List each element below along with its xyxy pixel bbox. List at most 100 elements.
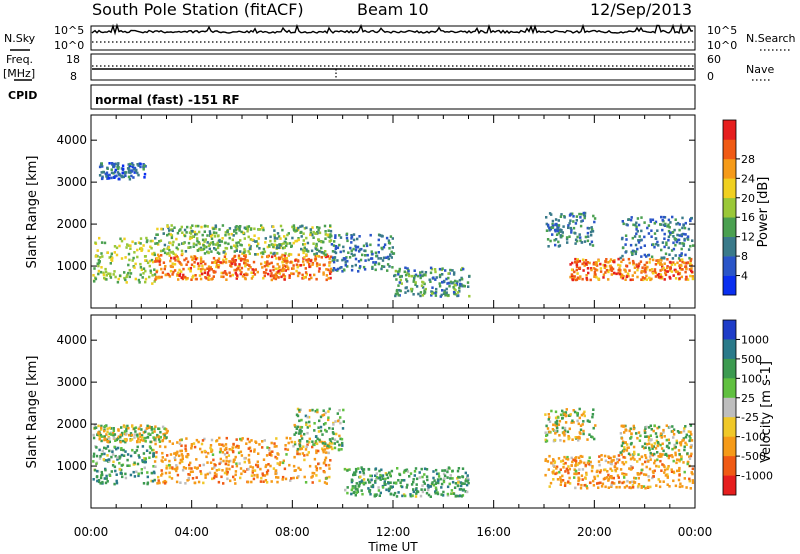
heatmap-cell [195,467,199,470]
heatmap-cell [400,282,403,285]
heatmap-cell [343,268,346,272]
heatmap-cell [591,230,595,233]
heatmap-cell [389,474,392,478]
heatmap-cell [273,239,277,243]
heatmap-cell [663,262,666,265]
heatmap-cell [676,233,679,237]
heatmap-cell [111,450,114,454]
heatmap-cell [579,224,583,228]
heatmap-cell [632,427,635,431]
heatmap-cell [575,461,578,465]
heatmap-cell [669,266,672,269]
heatmap-cell [570,464,573,467]
heatmap-cell [114,469,117,473]
heatmap-cell [620,453,623,456]
heatmap-cell [228,467,231,471]
heatmap-cell [101,175,104,179]
heatmap-cell [261,226,264,229]
heatmap-cell [367,487,370,490]
heatmap-cell [303,227,307,230]
heatmap-cell [255,463,258,467]
heatmap-cell [549,481,553,485]
heatmap-cell [551,471,554,474]
heatmap-cell [385,473,389,476]
heatmap-cell [688,256,691,260]
heatmap-cell [225,467,228,471]
heatmap-cell [237,266,240,270]
heatmap-cell [348,256,352,259]
heatmap-cell [316,231,319,235]
heatmap-cell [170,228,173,231]
heatmap-cell [599,267,603,270]
heatmap-cell [585,473,588,476]
heatmap-cell [200,272,204,276]
heatmap-cell [319,429,323,433]
heatmap-cell [636,229,639,233]
heatmap-cell [201,439,205,442]
heatmap-cell [545,216,548,219]
heatmap-cell [146,482,149,486]
heatmap-cell [105,477,108,480]
heatmap-cell [158,445,162,448]
heatmap-cell [663,468,667,472]
heatmap-cell [377,262,381,266]
heatmap-cell [300,418,303,422]
heatmap-cell [652,258,655,262]
heatmap-cell [228,236,231,240]
heatmap-cell [669,233,672,236]
heatmap-cell [629,457,633,461]
heatmap-cell [238,263,241,266]
heatmap-cell [116,164,120,167]
heatmap-cell [306,415,309,419]
heatmap-cell [313,273,316,277]
heatmap-cell [190,255,193,259]
heatmap-cell [660,469,663,472]
heatmap-cell [640,485,643,488]
heatmap-cell [647,442,651,445]
heatmap-cell [689,274,692,278]
heatmap-cell [207,276,210,279]
heatmap-cell [616,457,619,461]
heatmap-cell [677,449,681,452]
heatmap-cell [631,486,635,489]
heatmap-cell [379,478,382,481]
heatmap-cell [198,264,201,268]
heatmap-cell [176,274,179,277]
heatmap-cell [420,284,424,287]
heatmap-cell [412,293,415,296]
heatmap-cell [667,465,670,468]
heatmap-cell [667,229,671,233]
heatmap-cell [687,430,690,433]
heatmap-cell [92,455,95,458]
heatmap-cell [561,479,565,482]
heatmap-cell [672,479,675,483]
heatmap-cell [552,464,555,467]
heatmap-cell [610,269,613,273]
heatmap-cell [562,466,565,469]
heatmap-cell [617,454,621,457]
heatmap-cell [267,463,270,466]
heatmap-cell [583,461,586,465]
heatmap-cell [646,226,649,230]
heatmap-cell [291,236,294,240]
colorbar-swatch [723,217,736,237]
heatmap-cell [224,443,228,446]
heatmap-cell [367,258,370,262]
heatmap-cell [224,233,227,237]
heatmap-cell [615,485,618,489]
heatmap-cell [243,259,246,263]
heatmap-cell [247,459,251,462]
heatmap-cell [398,473,402,477]
heatmap-cell [222,275,225,279]
heatmap-cell [301,452,305,455]
heatmap-cell [222,258,225,262]
heatmap-cell [584,235,588,239]
colorbar-swatch [723,256,736,276]
heatmap-cell [656,426,659,430]
heatmap-cell [631,236,634,240]
heatmap-cell [151,260,155,264]
heatmap-cell [169,453,173,456]
heatmap-cell [369,474,372,478]
heatmap-cell [690,433,693,436]
heatmap-cell [634,477,637,480]
